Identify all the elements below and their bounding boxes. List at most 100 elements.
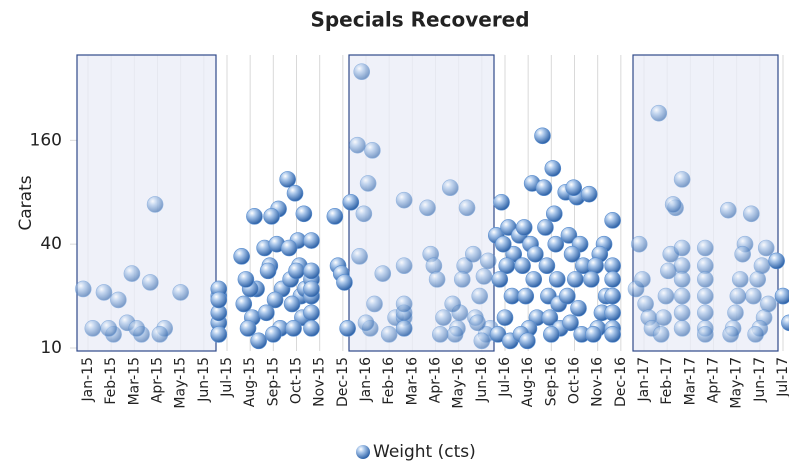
point bbox=[544, 160, 562, 177]
point bbox=[517, 287, 535, 305]
point bbox=[303, 304, 320, 322]
point bbox=[582, 271, 600, 288]
x-tick-label: Sep-16 bbox=[543, 357, 559, 406]
point bbox=[123, 265, 141, 282]
point bbox=[696, 271, 714, 288]
point bbox=[475, 268, 493, 285]
y-tick-label: 40 bbox=[40, 234, 62, 254]
point bbox=[431, 326, 449, 343]
point bbox=[525, 271, 543, 288]
point bbox=[731, 271, 749, 288]
point bbox=[395, 320, 413, 337]
point bbox=[279, 171, 296, 188]
point bbox=[359, 175, 377, 192]
point bbox=[650, 104, 668, 122]
point bbox=[295, 205, 313, 223]
point bbox=[380, 326, 398, 343]
x-tick-label: May-17 bbox=[729, 357, 745, 409]
point bbox=[288, 262, 305, 280]
x-tick-label: Oct-16 bbox=[567, 357, 583, 404]
point bbox=[263, 208, 280, 225]
point bbox=[366, 295, 383, 313]
x-tick-label: Dec-16 bbox=[613, 357, 629, 407]
x-tick-label: Feb-16 bbox=[381, 357, 397, 405]
point bbox=[444, 295, 461, 313]
point bbox=[246, 208, 263, 225]
point bbox=[570, 299, 587, 317]
point bbox=[172, 284, 189, 301]
point bbox=[494, 235, 512, 253]
point bbox=[729, 287, 747, 305]
point bbox=[604, 271, 621, 288]
point bbox=[210, 291, 228, 309]
point bbox=[548, 271, 566, 288]
x-tick-label: Jun-16 bbox=[474, 357, 490, 403]
x-tick-label: Apr-16 bbox=[428, 357, 444, 403]
x-tick-label: Jul-17 bbox=[775, 357, 789, 398]
x-tick-label: Apr-17 bbox=[706, 357, 722, 403]
point bbox=[652, 326, 670, 343]
x-tick-label: Sep-15 bbox=[265, 357, 281, 406]
x-tick-label: Mar-17 bbox=[682, 357, 698, 405]
point bbox=[743, 205, 760, 223]
point bbox=[441, 179, 459, 197]
legend-marker bbox=[356, 445, 370, 459]
point bbox=[604, 304, 621, 322]
point bbox=[535, 179, 553, 197]
y-axis-label: Carats bbox=[16, 175, 36, 230]
x-tick-label: May-16 bbox=[451, 357, 467, 409]
point bbox=[604, 212, 621, 229]
y-tick-label: 160 bbox=[30, 130, 62, 150]
point bbox=[258, 304, 275, 322]
point bbox=[657, 287, 675, 305]
point bbox=[353, 63, 371, 81]
point bbox=[74, 280, 92, 298]
point bbox=[239, 320, 257, 337]
point bbox=[655, 309, 672, 326]
point bbox=[696, 239, 714, 257]
point bbox=[351, 248, 368, 265]
point bbox=[585, 326, 602, 343]
point bbox=[303, 262, 320, 280]
point bbox=[395, 257, 413, 275]
point bbox=[673, 171, 691, 188]
point bbox=[514, 257, 531, 275]
x-tick-label: Feb-17 bbox=[659, 357, 675, 405]
point bbox=[673, 320, 691, 337]
point bbox=[673, 287, 691, 305]
point bbox=[374, 265, 392, 282]
point bbox=[515, 219, 533, 236]
point bbox=[395, 295, 413, 313]
point bbox=[673, 239, 691, 257]
point bbox=[496, 309, 514, 326]
point bbox=[210, 326, 228, 343]
point bbox=[146, 196, 164, 213]
point bbox=[560, 227, 578, 244]
point bbox=[425, 257, 443, 275]
point bbox=[469, 314, 486, 332]
point bbox=[747, 326, 764, 343]
point bbox=[749, 271, 767, 288]
point bbox=[745, 287, 762, 305]
point bbox=[563, 245, 581, 263]
point bbox=[727, 304, 744, 322]
chart-title: Specials Recovered bbox=[310, 8, 529, 32]
point bbox=[543, 326, 560, 343]
point bbox=[283, 295, 301, 313]
point bbox=[435, 309, 452, 326]
x-tick-label: Aug-15 bbox=[242, 357, 258, 407]
point bbox=[84, 320, 102, 337]
point bbox=[781, 314, 789, 332]
point bbox=[395, 191, 413, 209]
point bbox=[128, 320, 146, 337]
x-tick-label: Mar-15 bbox=[126, 357, 142, 405]
point bbox=[696, 304, 714, 322]
point bbox=[446, 326, 464, 343]
point bbox=[303, 320, 320, 337]
point bbox=[95, 284, 113, 301]
point bbox=[265, 326, 282, 343]
point bbox=[722, 326, 739, 343]
point bbox=[565, 179, 583, 197]
x-tick-label: May-15 bbox=[173, 357, 189, 409]
